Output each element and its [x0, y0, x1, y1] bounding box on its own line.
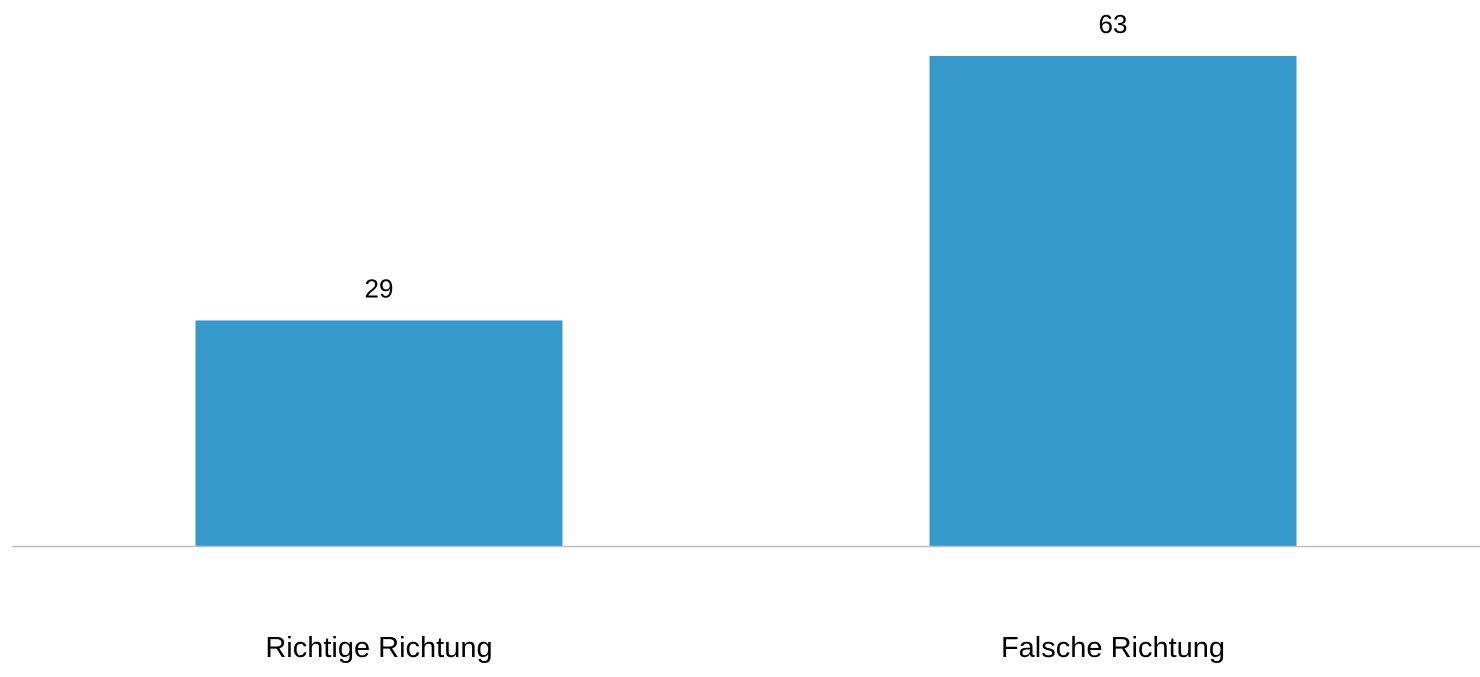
value-label-2: 63 — [1099, 9, 1128, 39]
category-label-2: Falsche Richtung — [1001, 632, 1225, 664]
bars-layer — [195, 56, 1297, 546]
category-labels-layer: Richtige Richtung Falsche Richtung — [265, 632, 1225, 664]
bar-2 — [929, 56, 1297, 546]
category-label-1: Richtige Richtung — [265, 632, 492, 664]
value-label-1: 29 — [365, 273, 394, 303]
value-labels-layer: 29 63 — [365, 9, 1128, 303]
bar-1 — [195, 320, 563, 546]
